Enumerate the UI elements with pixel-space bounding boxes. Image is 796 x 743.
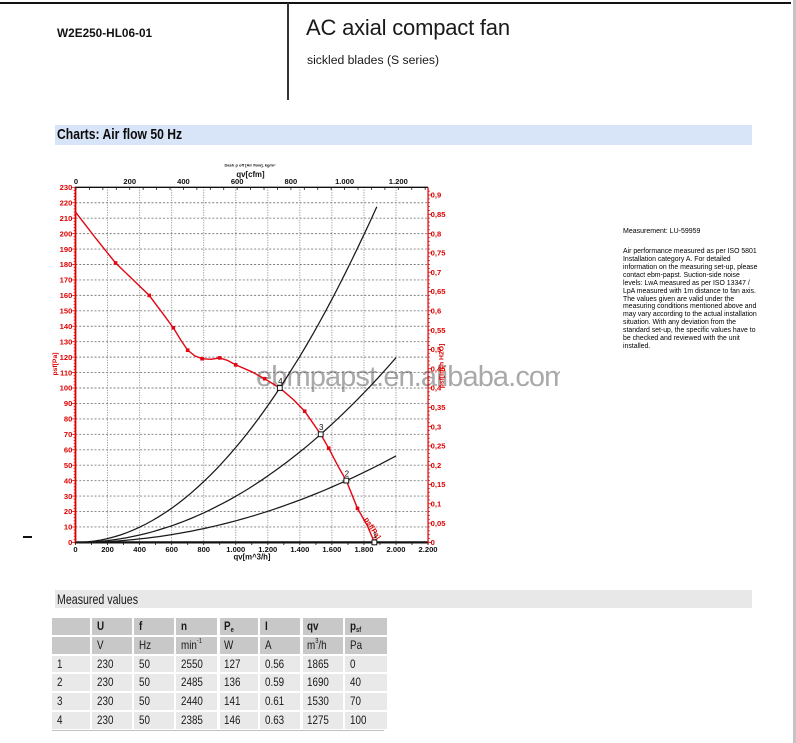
svg-text:1.200: 1.200	[258, 545, 277, 554]
svg-text:psf[Inch H2O]: psf[Inch H2O]	[439, 344, 446, 389]
svg-text:0,65: 0,65	[431, 287, 447, 296]
svg-text:600: 600	[231, 177, 244, 186]
svg-text:qv[m^3/h]: qv[m^3/h]	[233, 553, 270, 562]
svg-text:3: 3	[319, 423, 324, 432]
svg-text:30: 30	[64, 492, 72, 501]
svg-text:0,7: 0,7	[431, 268, 442, 277]
svg-text:110: 110	[60, 368, 72, 377]
svg-text:2.200: 2.200	[419, 545, 438, 554]
svg-text:1: 1	[373, 531, 378, 540]
svg-text:100: 100	[60, 384, 73, 393]
svg-text:200: 200	[123, 177, 136, 186]
svg-text:160: 160	[60, 291, 73, 300]
svg-text:0,6: 0,6	[431, 307, 442, 316]
svg-text:ebmpapst.en.alibaba.com: ebmpapst.en.alibaba.com	[256, 361, 560, 393]
svg-text:20: 20	[64, 507, 72, 516]
svg-text:0,15: 0,15	[431, 480, 447, 489]
svg-text:2.000: 2.000	[386, 545, 405, 554]
svg-text:400: 400	[177, 177, 190, 186]
svg-text:220: 220	[60, 198, 73, 207]
svg-text:210: 210	[60, 214, 73, 223]
svg-text:400: 400	[133, 545, 146, 554]
svg-text:130: 130	[60, 337, 73, 346]
svg-text:0: 0	[74, 177, 78, 186]
svg-text:170: 170	[60, 276, 73, 285]
svg-text:1.600: 1.600	[322, 545, 341, 554]
svg-text:0,1: 0,1	[431, 500, 442, 509]
svg-text:4: 4	[278, 377, 283, 386]
svg-text:0,3: 0,3	[431, 422, 442, 431]
svg-text:0,45: 0,45	[431, 364, 447, 373]
svg-text:1.800: 1.800	[354, 545, 373, 554]
svg-text:230: 230	[60, 183, 73, 192]
svg-text:2: 2	[345, 469, 350, 478]
svg-text:90: 90	[64, 399, 72, 408]
svg-text:0,9: 0,9	[431, 191, 442, 200]
svg-text:200: 200	[60, 229, 73, 238]
svg-text:0,4: 0,4	[431, 384, 442, 393]
svg-text:1.000: 1.000	[335, 177, 354, 186]
svg-text:60: 60	[64, 445, 72, 454]
svg-text:0: 0	[73, 545, 77, 554]
svg-text:0,8: 0,8	[431, 229, 442, 238]
svg-text:0: 0	[431, 538, 435, 547]
svg-text:80: 80	[64, 415, 72, 424]
svg-text:70: 70	[64, 430, 72, 439]
svg-text:150: 150	[60, 307, 73, 316]
svg-text:40: 40	[64, 476, 72, 485]
svg-text:800: 800	[285, 177, 298, 186]
svg-text:0,85: 0,85	[431, 210, 447, 219]
svg-text:0,5: 0,5	[431, 345, 442, 354]
svg-text:0,75: 0,75	[431, 249, 447, 258]
svg-text:200: 200	[101, 545, 114, 554]
svg-text:psf[Pa]: psf[Pa]	[52, 352, 59, 375]
svg-text:1.200: 1.200	[389, 177, 408, 186]
svg-text:140: 140	[60, 322, 73, 331]
svg-text:10: 10	[64, 523, 72, 532]
svg-text:600: 600	[165, 545, 178, 554]
svg-text:190: 190	[60, 245, 73, 254]
svg-text:0,55: 0,55	[431, 326, 447, 335]
svg-text:1.000: 1.000	[226, 545, 245, 554]
svg-text:180: 180	[60, 260, 73, 269]
svg-text:0,2: 0,2	[431, 461, 442, 470]
svg-text:0: 0	[68, 538, 72, 547]
svg-text:0,05: 0,05	[431, 519, 447, 528]
svg-text:800: 800	[197, 545, 210, 554]
svg-text:0,25: 0,25	[431, 442, 447, 451]
svg-text:120: 120	[60, 353, 73, 362]
svg-text:Dash p off [Air flow], kg/m³: Dash p off [Air flow], kg/m³	[225, 163, 277, 168]
svg-text:1.400: 1.400	[290, 545, 309, 554]
svg-text:0,35: 0,35	[431, 403, 447, 412]
svg-text:qv[cfm]: qv[cfm]	[236, 170, 265, 179]
svg-text:50: 50	[64, 461, 72, 470]
